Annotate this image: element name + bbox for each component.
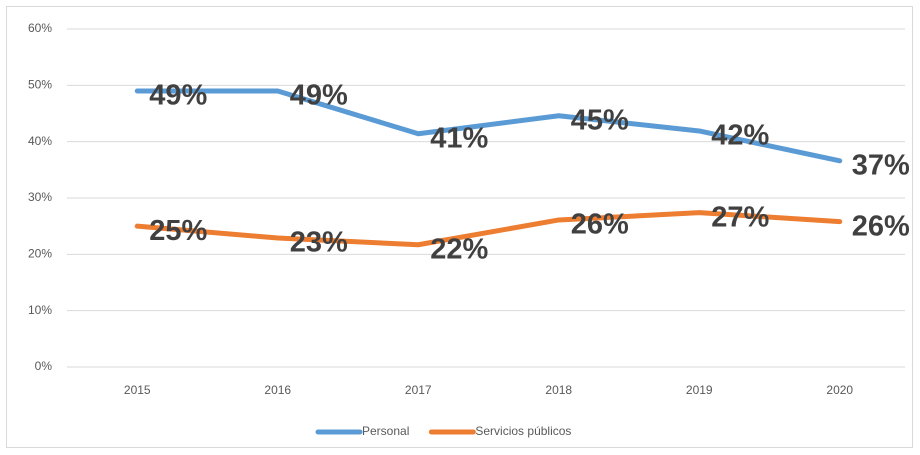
data-label: 37%: [852, 149, 910, 181]
data-label: 45%: [571, 104, 629, 136]
legend-label: Servicios públicos: [475, 424, 571, 438]
data-label: 23%: [290, 227, 348, 259]
data-label: 42%: [711, 120, 769, 152]
data-label: 22%: [430, 233, 488, 265]
y-tick-label: 30%: [28, 190, 52, 204]
data-label: 41%: [430, 122, 488, 154]
data-label: 26%: [571, 209, 629, 241]
data-label: 26%: [852, 210, 910, 242]
x-tick-label: 2018: [545, 383, 572, 397]
data-label: 49%: [290, 80, 348, 112]
x-tick-label: 2017: [405, 383, 432, 397]
y-tick-label: 40%: [28, 134, 52, 148]
data-label: 49%: [149, 80, 207, 112]
y-tick-label: 60%: [28, 21, 52, 35]
y-tick-label: 0%: [35, 359, 53, 373]
series-line: [134, 210, 843, 248]
legend-label: Personal: [362, 424, 409, 438]
data-label: 27%: [711, 201, 769, 233]
x-tick-label: 2015: [124, 383, 151, 397]
x-tick-label: 2016: [264, 383, 291, 397]
data-label: 25%: [149, 215, 207, 247]
x-tick-label: 2020: [826, 383, 853, 397]
series-line: [134, 88, 843, 164]
x-tick-label: 2019: [686, 383, 713, 397]
y-tick-label: 20%: [28, 247, 52, 261]
y-tick-label: 10%: [28, 303, 52, 317]
y-tick-label: 50%: [28, 78, 52, 92]
